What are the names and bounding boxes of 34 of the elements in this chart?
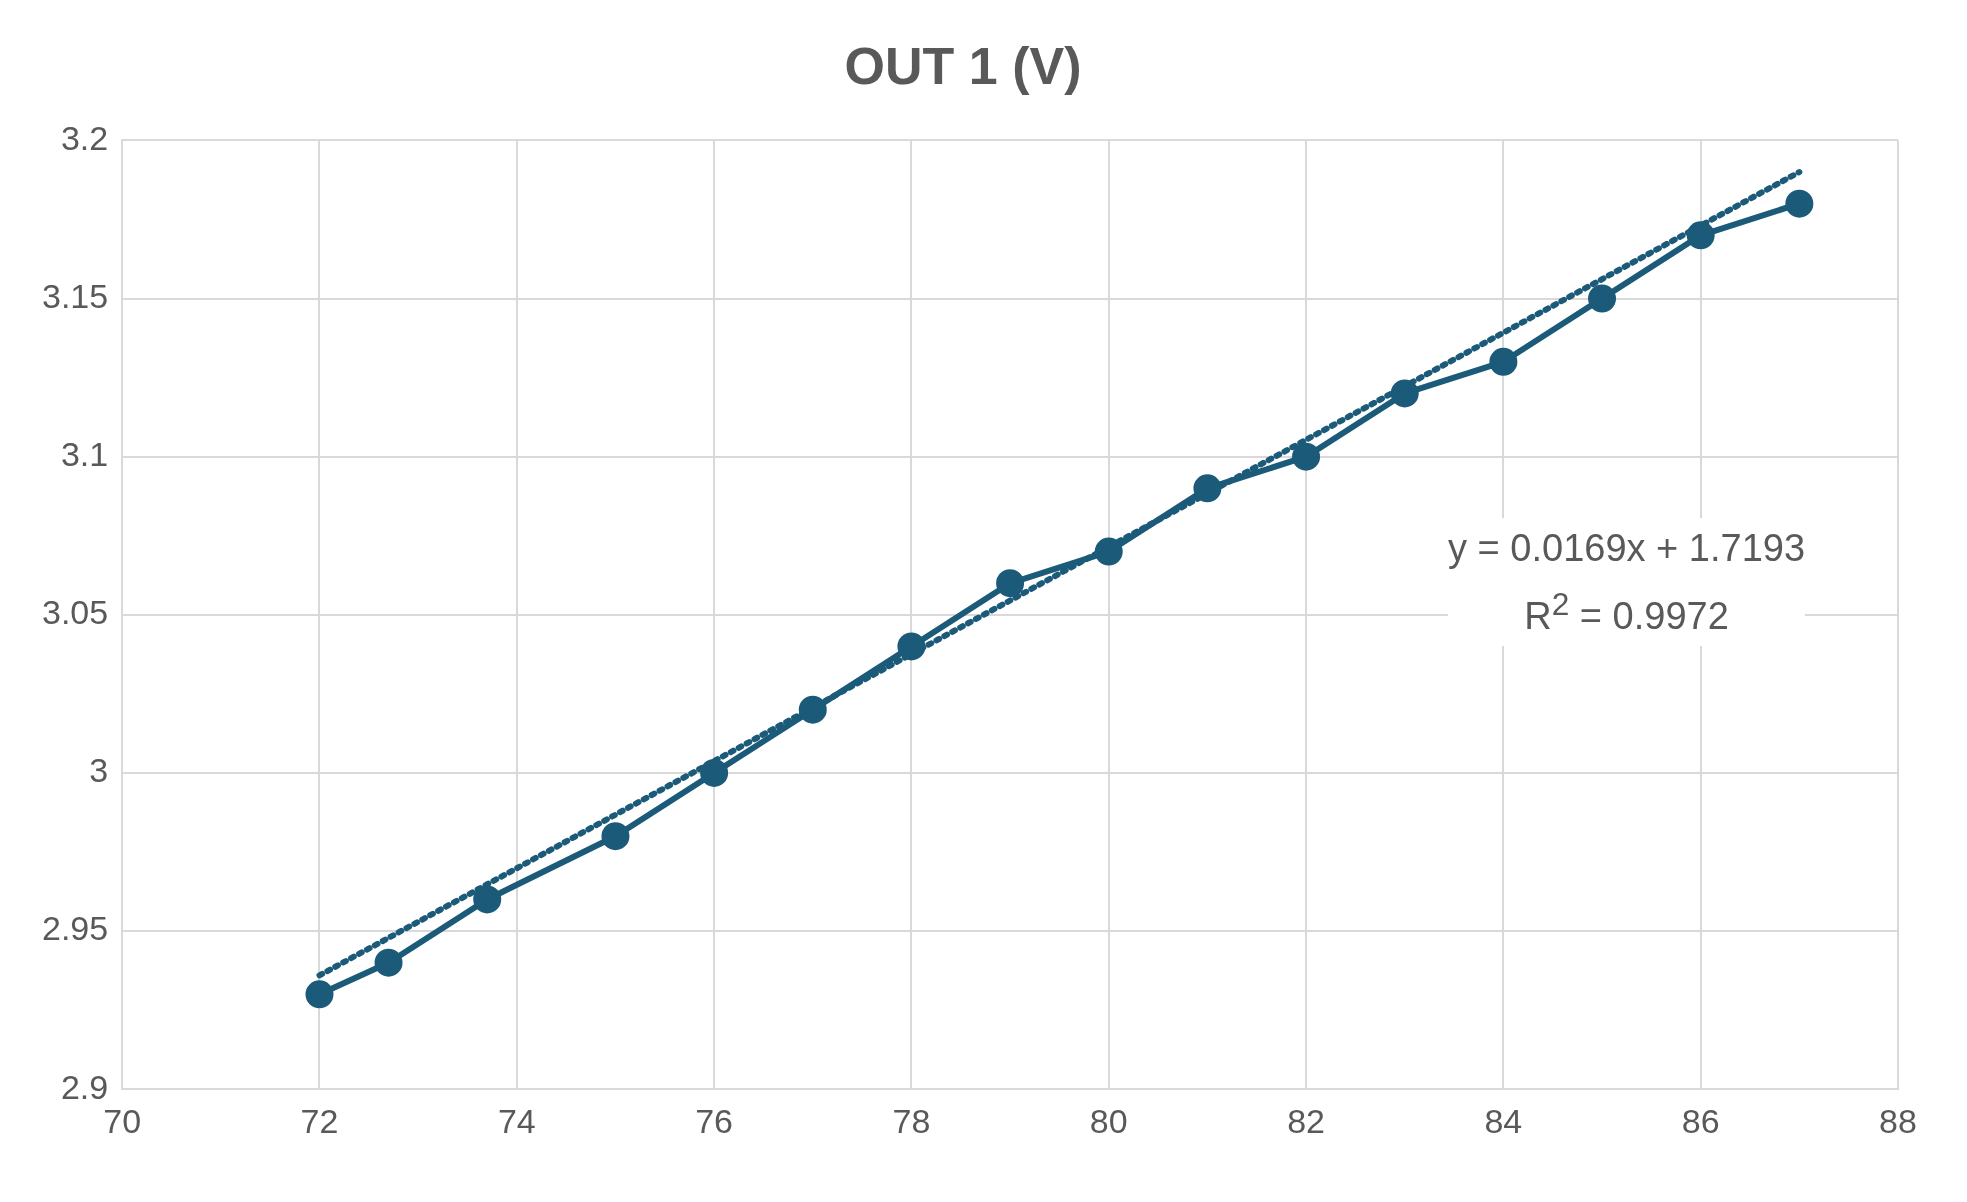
point: [1785, 189, 1814, 218]
x-tick-label: 78: [892, 1101, 931, 1140]
point: [305, 980, 334, 1009]
x-tick-label: 80: [1089, 1101, 1128, 1140]
point: [1390, 379, 1419, 408]
y-tick-label: 2.95: [41, 909, 109, 948]
annotation: R$^{2}$ = 0.9972: [1523, 584, 1730, 639]
y-tick-label: 3.05: [41, 593, 109, 632]
point: [473, 885, 502, 914]
x-tick-label: 84: [1484, 1101, 1523, 1140]
chart-title: OUT 1 (V): [844, 36, 1082, 95]
point: [1588, 284, 1617, 313]
point: [897, 632, 926, 661]
point: [374, 948, 403, 977]
x-tick-label: 82: [1287, 1101, 1325, 1140]
point: [1489, 347, 1518, 376]
x-tick-label: 72: [300, 1101, 339, 1140]
x-tick-label: 86: [1681, 1101, 1720, 1140]
point: [1193, 474, 1222, 503]
point: [1686, 221, 1715, 250]
point: [798, 695, 827, 724]
y-tick-label: 3: [89, 751, 109, 790]
y-tick-label: 3.15: [41, 276, 109, 315]
x-tick-label: 76: [695, 1101, 734, 1140]
point: [1094, 537, 1123, 566]
point: [601, 822, 630, 851]
x-tick-label: 74: [497, 1101, 536, 1140]
x-tick-label: 88: [1879, 1101, 1917, 1140]
point: [1292, 442, 1321, 471]
annotation: y = 0.0169x + 1.7193: [1448, 526, 1806, 571]
y-tick-label: 3.1: [60, 435, 109, 474]
point: [996, 569, 1025, 598]
point: [700, 758, 729, 787]
y-tick-label: 3.2: [60, 118, 109, 157]
